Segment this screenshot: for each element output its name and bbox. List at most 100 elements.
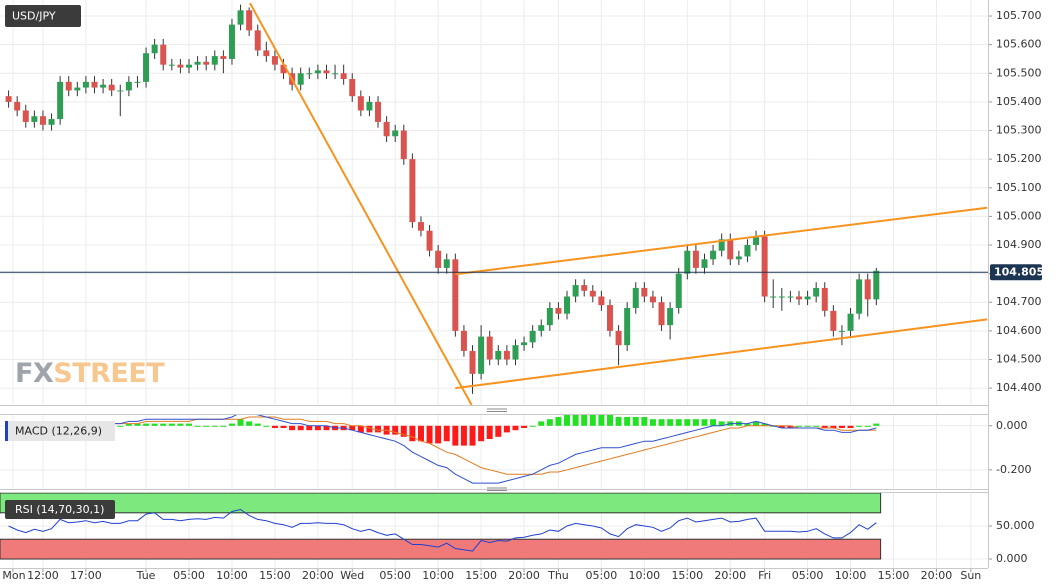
histogram-bar [675,419,682,426]
x-tick-label: 12:00 [27,569,59,582]
last-price-label: 104.805 [994,266,1044,279]
rsi-zone [0,493,882,514]
y-tick-label: 105.400 [996,95,1042,108]
y-tick-label: 104.500 [996,352,1042,365]
axis-layer: Mon 12:00 17:00 Tue 05:00 10:00 15:00 20:00 Wed 0… [2,9,1041,582]
macd-line [8,415,877,484]
histogram-bar [177,423,184,426]
candle-body [74,87,81,91]
histogram-bar [581,415,588,426]
histogram-bar [263,425,270,427]
candle-body [813,287,820,297]
candle-body [778,296,785,298]
symbol-label: USD/JPY [12,10,56,23]
candle-body [143,53,150,82]
grid-layer [0,0,988,568]
rsi-line [8,508,877,552]
x-tick-label: 15:00 [465,569,497,582]
candle-body [39,116,46,125]
histogram-bar [572,415,579,426]
histogram-bar [529,425,536,427]
histogram-bar [692,419,699,426]
histogram-bar [125,423,132,426]
candle-body [787,296,794,298]
candle-body [624,307,631,346]
histogram-bar [538,421,545,426]
watermark-street: STREET [53,358,165,389]
macd-label-marker [5,421,8,441]
x-tick-label: 05:00 [792,569,824,582]
pane-resize-handle[interactable] [487,487,507,491]
candle-body [332,73,339,75]
histogram-bar [589,415,596,426]
x-tick-label: 17:00 [70,569,102,582]
candle-body [727,239,734,260]
candle-body [675,273,682,308]
candle-body [581,285,588,291]
y-tick-label: 105.100 [996,181,1042,194]
y-tick-label: 105.500 [996,66,1042,79]
histogram-bar [718,421,725,426]
candle-body [555,307,562,314]
candle-body [572,285,579,297]
histogram-bar [323,425,330,431]
candle-body [435,250,442,268]
pane-resize-handle[interactable] [487,408,507,412]
histogram-bar [280,425,287,428]
histogram-bar [469,425,476,446]
price-tag-layer: 104.805 [990,264,1044,281]
last-price-tag [990,264,1042,281]
histogram-bar [521,425,528,428]
rsi-zone [0,538,882,560]
candle-body [641,287,648,297]
histogram-bar [306,425,313,431]
x-tick-label: 05:00 [586,569,618,582]
histogram-bar [168,423,175,426]
candle-body [31,116,38,122]
candle-body [14,101,21,111]
histogram-bar [366,425,373,433]
candle-body [186,64,193,68]
candle-body [443,259,450,268]
candle-body [735,256,742,260]
histogram-bar [375,425,382,433]
histogram-bar [821,425,828,428]
histogram-bar [349,425,356,431]
watermark-fx: FX [15,358,54,389]
y-tick-label: 104.900 [996,238,1042,251]
x-tick-label: Mon [2,569,25,582]
candle-body [761,236,768,297]
candle-body [151,44,158,54]
histogram-bar [512,425,519,431]
histogram-bar [160,423,167,426]
candle-body [280,64,287,74]
candle-body [237,10,244,25]
histogram-bar [426,425,433,444]
candle-body [22,110,29,122]
candle-body [417,222,424,231]
histogram-bar [357,425,364,433]
candle-body [297,73,304,85]
histogram-bar [615,416,622,426]
histogram-bar [684,419,691,426]
y-tick-label: 0.000 [996,419,1028,432]
candle-body [246,10,253,31]
histogram-bar [503,425,510,433]
candle-body [254,30,261,51]
x-tick-label: 10:00 [422,569,454,582]
candle-body [91,81,98,88]
y-tick-label: 50.000 [996,519,1035,532]
candle-body [830,310,837,331]
candle-body [409,159,416,223]
histogram-bar [194,425,201,427]
histogram-bar [271,425,278,428]
candle-body [478,336,485,374]
candle-body [632,287,639,308]
candle-body [5,96,12,102]
candle-body [306,73,313,75]
histogram-bar [203,425,210,427]
histogram-bar [787,425,794,428]
histogram-bar [297,425,304,431]
candle-body [692,250,699,268]
histogram-bar [254,423,261,426]
